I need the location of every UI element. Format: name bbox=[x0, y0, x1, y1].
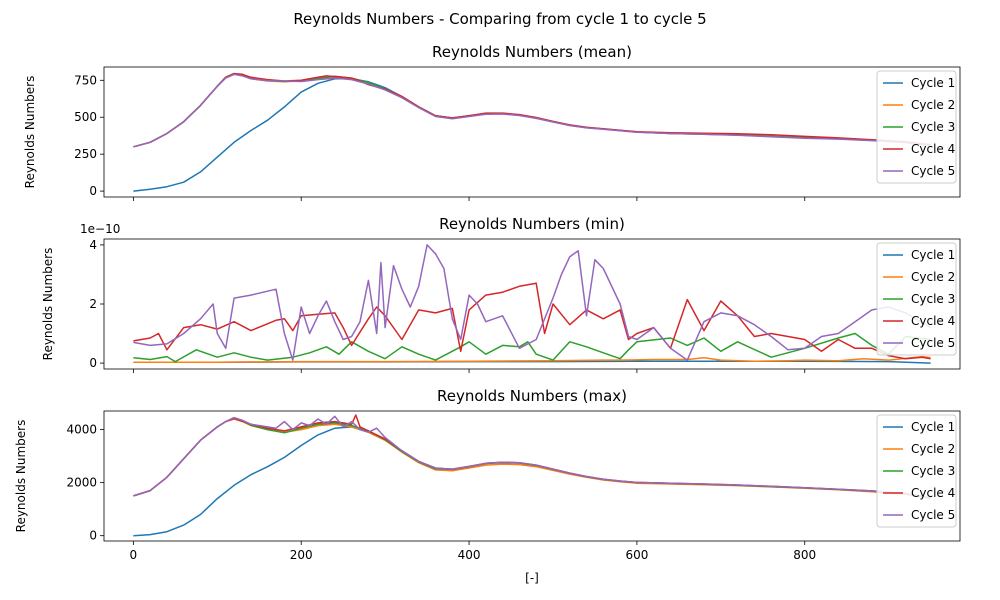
x-tick-label: 0 bbox=[130, 548, 138, 562]
y-tick-label: 2 bbox=[89, 297, 97, 311]
subplot-title: Reynolds Numbers (mean) bbox=[432, 43, 632, 61]
y-offset-text: 1e−10 bbox=[80, 222, 120, 236]
y-tick-label: 0 bbox=[89, 184, 97, 198]
series-line-cycle-5 bbox=[133, 415, 931, 499]
y-tick-label: 500 bbox=[74, 110, 97, 124]
series-line-cycle-3 bbox=[133, 72, 931, 148]
y-tick-label: 2000 bbox=[66, 476, 97, 490]
figure-suptitle: Reynolds Numbers - Comparing from cycle … bbox=[293, 10, 706, 28]
y-tick-label: 0 bbox=[89, 529, 97, 543]
legend-label: Cycle 5 bbox=[911, 508, 955, 522]
series-lines bbox=[133, 414, 931, 537]
subplot-title: Reynolds Numbers (max) bbox=[437, 387, 627, 405]
y-axis-label: Reynolds Numbers bbox=[23, 76, 37, 189]
series-line-cycle-3 bbox=[133, 417, 931, 499]
x-axis-label: [-] bbox=[525, 571, 539, 585]
x-tick-label: 600 bbox=[625, 548, 648, 562]
legend: Cycle 1 Cycle 2 Cycle 3 Cycle 4 Cycle 5 bbox=[876, 242, 957, 356]
series-line-cycle-1 bbox=[133, 78, 931, 192]
subplot-mean: Reynolds Numbers (mean) Reynolds Numbers… bbox=[23, 43, 961, 201]
series-line-cycle-2 bbox=[133, 72, 931, 148]
series-line-cycle-5 bbox=[133, 244, 931, 361]
legend-label: Cycle 2 bbox=[911, 270, 955, 284]
series-line-cycle-4 bbox=[133, 72, 931, 148]
series-line-cycle-3 bbox=[133, 332, 931, 363]
legend-label: Cycle 3 bbox=[911, 120, 955, 134]
legend-label: Cycle 1 bbox=[911, 76, 955, 90]
y-tick-label: 4 bbox=[89, 238, 97, 252]
y-tick-label: 0 bbox=[89, 356, 97, 370]
legend-label: Cycle 4 bbox=[911, 314, 955, 328]
legend-label: Cycle 3 bbox=[911, 464, 955, 478]
y-tick-label: 750 bbox=[74, 73, 97, 87]
legend-label: Cycle 1 bbox=[911, 248, 955, 262]
series-line-cycle-4 bbox=[133, 414, 931, 499]
series-line-cycle-2 bbox=[133, 355, 931, 363]
legend-label: Cycle 2 bbox=[911, 442, 955, 456]
legend-label: Cycle 5 bbox=[911, 336, 955, 350]
legend-label: Cycle 5 bbox=[911, 164, 955, 178]
axes-frame bbox=[103, 410, 961, 542]
y-tick-label: 4000 bbox=[66, 423, 97, 437]
x-tick-label: 200 bbox=[290, 548, 313, 562]
y-axis-label: Reynolds Numbers bbox=[41, 248, 55, 361]
legend-box bbox=[876, 242, 957, 356]
legend-label: Cycle 2 bbox=[911, 98, 955, 112]
legend-label: Cycle 3 bbox=[911, 292, 955, 306]
legend: Cycle 1 Cycle 2 Cycle 3 Cycle 4 Cycle 5 bbox=[876, 414, 957, 528]
subplot-title: Reynolds Numbers (min) bbox=[439, 215, 625, 233]
y-tick-label: 250 bbox=[74, 147, 97, 161]
legend-label: Cycle 1 bbox=[911, 420, 955, 434]
x-tick-label: 400 bbox=[458, 548, 481, 562]
series-line-cycle-5 bbox=[133, 73, 931, 148]
axes-frame bbox=[103, 66, 961, 198]
legend-label: Cycle 4 bbox=[911, 486, 955, 500]
subplot-min: Reynolds Numbers (min) Reynolds Numbers … bbox=[41, 215, 961, 373]
subplot-max: Reynolds Numbers (max) Reynolds Numbers … bbox=[14, 387, 961, 585]
series-line-cycle-1 bbox=[133, 426, 931, 537]
y-axis-label: Reynolds Numbers bbox=[14, 420, 28, 533]
x-tick-label: 800 bbox=[793, 548, 816, 562]
legend: Cycle 1 Cycle 2 Cycle 3 Cycle 4 Cycle 5 bbox=[876, 70, 957, 184]
legend-box bbox=[876, 414, 957, 528]
series-lines bbox=[133, 72, 931, 192]
series-line-cycle-4 bbox=[133, 282, 931, 360]
legend-box bbox=[876, 70, 957, 184]
series-line-cycle-2 bbox=[133, 418, 931, 500]
legend-label: Cycle 4 bbox=[911, 142, 955, 156]
series-lines bbox=[133, 244, 931, 364]
